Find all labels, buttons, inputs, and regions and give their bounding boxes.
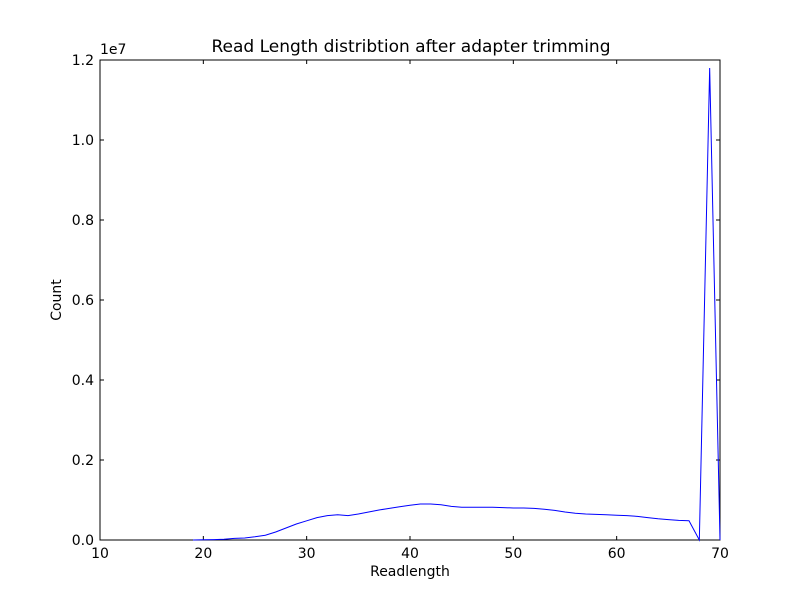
x-tick-label: 30	[298, 546, 316, 562]
x-tick-label: 40	[401, 546, 419, 562]
x-tick-label: 10	[91, 546, 109, 562]
y-tick-label: 0.8	[72, 213, 94, 229]
y-tick-label: 1.2	[72, 53, 94, 69]
x-axis-label: Readlength	[370, 564, 450, 580]
chart-title: Read Length distribtion after adapter tr…	[211, 37, 610, 57]
x-tick-label: 60	[608, 546, 626, 562]
y-tick-label: 0.2	[72, 453, 94, 469]
x-tick-label: 50	[504, 546, 522, 562]
y-tick-label: 0.4	[72, 373, 94, 389]
plot-frame	[99, 59, 721, 541]
series-line	[192, 67, 721, 542]
plot-area: 10 20 30 40 50 60 70 0.0 0.2 0.4 0.6 0.8 1.0 1.2	[72, 53, 729, 562]
x-tick-label: 20	[194, 546, 212, 562]
y-tick-label: 0.0	[72, 533, 94, 549]
y-tick-label: 1.0	[72, 133, 94, 149]
y-tick-label: 0.6	[72, 293, 94, 309]
x-tick-label: 70	[711, 546, 729, 562]
y-axis-label: Count	[49, 279, 65, 321]
y-offset-label: 1e7	[100, 42, 126, 58]
